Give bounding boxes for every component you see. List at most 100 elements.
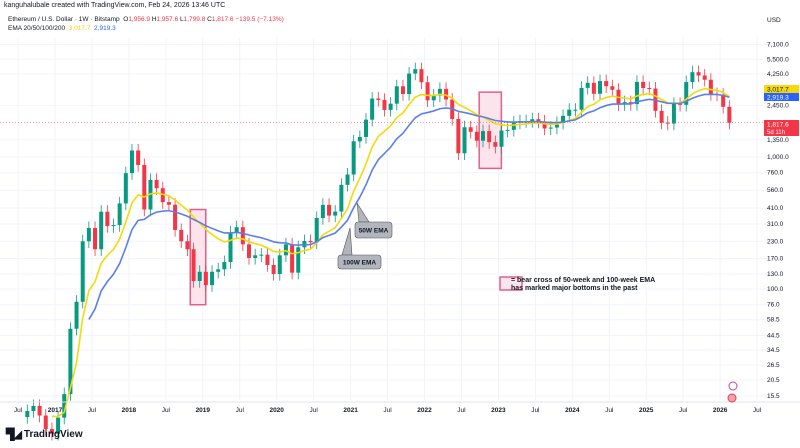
time-tick: 2018 <box>122 407 137 414</box>
candle-body <box>487 131 492 143</box>
candle-body <box>357 136 362 142</box>
candle-body <box>327 204 332 216</box>
price-tick: 1,000.0 <box>767 154 789 161</box>
symbol-title[interactable]: Ethereum / U.S. Dollar · 1W · Bitstamp <box>8 16 120 23</box>
candle-body <box>376 98 381 100</box>
price-label-tag <box>764 85 799 93</box>
candle-body <box>271 264 276 274</box>
candle-body <box>154 179 159 189</box>
callout-box <box>354 221 393 239</box>
price-tick: 44.5 <box>767 332 780 339</box>
open-label: O <box>123 16 129 23</box>
candle-body <box>333 211 338 216</box>
candle-body <box>419 69 424 83</box>
ema-legend[interactable]: EMA 20/50/100/200 3,017.7 2,919.3 <box>8 25 116 32</box>
tradingview-logo[interactable]: ▜◢ TradingView <box>6 428 83 441</box>
candle-body <box>142 164 147 210</box>
high-label: H <box>151 16 157 23</box>
time-tick: Jul <box>531 407 540 414</box>
candle-body <box>536 119 541 122</box>
candle-body <box>86 227 91 242</box>
candle-body <box>308 241 313 243</box>
ema-label: EMA 20/50/100/200 <box>8 25 66 32</box>
candle-body <box>702 75 707 80</box>
price-tick: 5,500.0 <box>767 56 789 63</box>
time-tick: Jul <box>88 407 97 414</box>
bear-cross-highlight <box>478 91 503 170</box>
candle-body <box>437 88 442 96</box>
candle-body <box>179 229 184 242</box>
candle-body <box>56 417 61 434</box>
candle-body <box>579 87 584 110</box>
candle-body <box>166 202 171 205</box>
candle-body <box>93 227 98 250</box>
candle-body <box>573 109 578 111</box>
candle-body <box>99 211 104 250</box>
candle-body <box>25 411 30 418</box>
candle-body <box>561 115 566 123</box>
candle-body <box>696 72 701 76</box>
price-tick: 20.5 <box>767 377 780 384</box>
logo-text: TradingView <box>23 429 83 440</box>
candle-body <box>511 122 516 130</box>
candle-body <box>493 142 498 147</box>
time-tick: Jul <box>753 407 762 414</box>
price-tick: 760.0 <box>767 170 784 177</box>
candle-body <box>400 86 405 95</box>
candle-body <box>444 88 449 100</box>
callout-box <box>337 254 382 270</box>
close-label: C <box>207 16 212 23</box>
close-value: 1,817.6 <box>211 16 234 23</box>
callout-label: 50W EMA <box>359 228 389 235</box>
price-tick: 7,100.0 <box>767 42 789 49</box>
candle-body <box>228 232 233 263</box>
candle-body <box>591 82 596 94</box>
candle-body <box>370 98 375 120</box>
price-label: 2,919.3 <box>767 94 789 101</box>
candle-body <box>542 121 547 129</box>
countdown-label: 5d 11h <box>767 130 785 136</box>
ema-50w-line <box>51 87 730 418</box>
candle-body <box>382 99 387 110</box>
candle-body <box>49 428 54 434</box>
candle-body <box>259 254 264 256</box>
price-tick: 26.5 <box>767 362 780 369</box>
candle-body <box>123 173 128 204</box>
price-label-tag <box>764 120 799 136</box>
candle-body <box>474 131 479 141</box>
candle-body <box>610 86 615 90</box>
candle-body <box>363 119 368 137</box>
candle-body <box>468 127 473 132</box>
creator-note: kanguhalubale created with TradingView.c… <box>4 2 226 9</box>
price-tick: 410.0 <box>767 205 784 212</box>
candle-body <box>197 271 202 281</box>
candle-body <box>277 255 282 274</box>
time-tick: Jul <box>457 407 466 414</box>
candle-body <box>425 82 430 101</box>
candle-body <box>185 241 190 250</box>
callout-50w: 50W EMA <box>354 202 393 239</box>
candle-body <box>31 405 36 412</box>
price-tick: 58.5 <box>767 317 780 324</box>
candle-body <box>265 254 270 265</box>
price-tick: 15.5 <box>767 393 780 400</box>
high-value: 1,957.6 <box>156 16 179 23</box>
price-label-tag <box>764 93 799 101</box>
currency-label: USD <box>767 17 781 24</box>
candle-body <box>690 72 695 83</box>
candle-body <box>684 82 689 105</box>
candle-body <box>173 204 178 230</box>
callout-pointer <box>356 202 370 223</box>
callout-label: 100W EMA <box>343 260 377 267</box>
candle-body <box>80 241 85 302</box>
candle-body <box>721 94 726 107</box>
time-tick: 2017 <box>48 407 63 414</box>
annotation-line-2: has marked major bottoms in the past <box>511 285 638 292</box>
candle-body <box>203 271 208 286</box>
candle-body <box>74 301 79 329</box>
candle-body <box>462 127 467 154</box>
price-label: 1,817.6 <box>767 121 789 128</box>
time-tick: Jul <box>605 407 614 414</box>
ema-value-1: 3,017.7 <box>68 25 91 32</box>
